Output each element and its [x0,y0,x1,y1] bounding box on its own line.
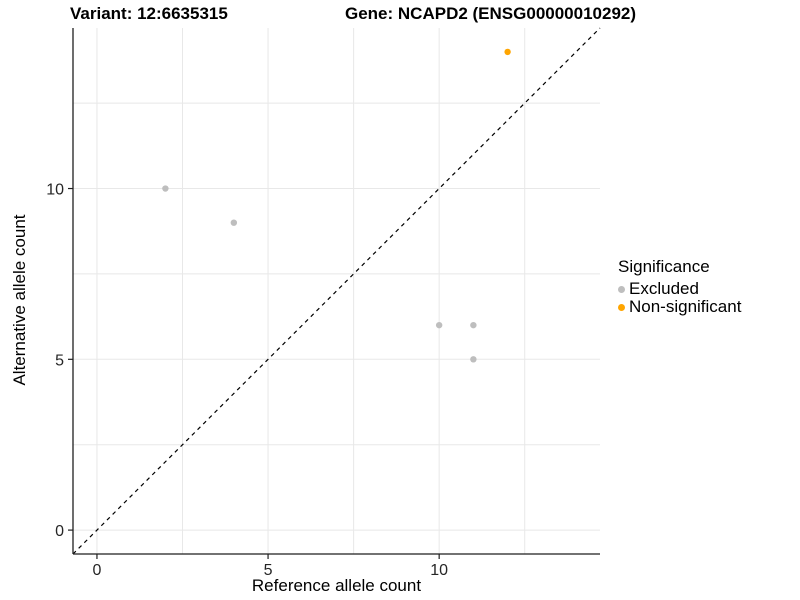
y-tick-label: 10 [46,182,64,199]
identity-dashed-line [72,27,601,555]
x-tick-label: 10 [430,562,448,579]
non-significant-dot-icon [618,303,625,311]
data-point [230,219,238,226]
y-tick-label: 5 [55,352,64,369]
y-axis-title: Alternative allele count [10,214,29,386]
data-point [470,321,477,329]
data-point [470,356,477,363]
legend-item-non-significant: Non-significant [618,297,742,316]
variant-title: Variant: 12:6635315 [70,4,228,23]
data-point [435,321,443,329]
legend-title: Significance [618,257,710,276]
legend-item-excluded: Excluded [618,279,741,298]
legend-label-non-significant: Non-significant [629,297,742,316]
x-tick-label: 0 [93,562,102,579]
y-tick-label: 0 [55,523,64,540]
excluded-dot-icon [618,285,625,293]
legend: Significance Excluded Non-significant [618,257,741,316]
x-tick-label: 5 [264,562,273,579]
legend-label-excluded: Excluded [629,279,699,298]
gene-title: Gene: NCAPD2 (ENSG00000010292) [345,4,637,23]
data-point [504,48,511,56]
x-axis-title: Reference allele count [251,576,422,595]
data-point [162,185,169,192]
